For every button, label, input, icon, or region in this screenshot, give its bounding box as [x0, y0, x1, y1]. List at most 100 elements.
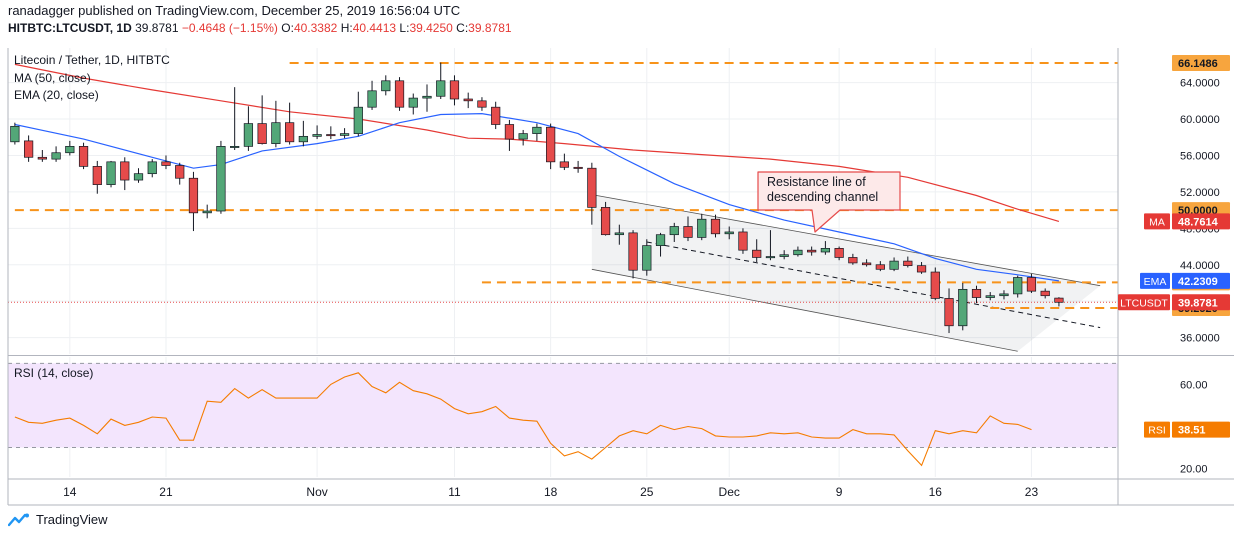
time-tick-label: 9	[836, 485, 843, 499]
candle-body	[37, 156, 47, 160]
author[interactable]: ranadagger	[8, 3, 75, 18]
price-tick-label: 36.0000	[1180, 333, 1220, 345]
rsi-tick-label: 20.00	[1180, 464, 1208, 476]
low-label: L:	[399, 21, 410, 35]
candle-body	[202, 210, 212, 214]
candle-body	[628, 232, 638, 271]
candle	[51, 146, 61, 162]
candle-body	[1013, 277, 1023, 295]
rsi-name-tag: RSI	[1148, 425, 1166, 437]
ohlc-header: HITBTC:LTCUSDT, 1D 39.8781 −0.4648 (−1.1…	[8, 21, 512, 35]
candle	[243, 106, 254, 151]
candle-body	[600, 207, 611, 236]
candle	[834, 246, 844, 261]
candle	[710, 214, 721, 238]
candle-body	[65, 146, 75, 154]
level-66-tag-value: 66.1486	[1178, 58, 1218, 70]
candle-body	[298, 135, 308, 143]
ema-name-bg	[1140, 272, 1170, 289]
publish-header: ranadagger published on TradingView.com,…	[8, 3, 460, 18]
candle	[518, 129, 528, 146]
rsi-value-tag: 38.51	[1178, 425, 1206, 437]
candle	[738, 228, 748, 254]
candle	[587, 162, 597, 225]
candle	[10, 122, 20, 145]
candle-body	[477, 100, 487, 108]
candle	[559, 153, 569, 171]
candle-body	[463, 98, 473, 102]
candle-body	[916, 265, 927, 273]
candle	[971, 285, 982, 303]
price-tick-label: 44.0000	[1180, 260, 1220, 272]
annotation-callout: Resistance line of descending channel	[757, 171, 901, 233]
candle-body	[408, 97, 418, 108]
close-value: 39.8781	[468, 21, 512, 35]
rsi-tick-label: 60.00	[1180, 379, 1208, 391]
price-change: −0.4648 (−1.15%)	[181, 21, 278, 35]
symbol: HITBTC:LTCUSDT, 1D	[8, 21, 132, 35]
candle	[326, 126, 336, 140]
rsi-value-tag-bg	[1172, 421, 1230, 438]
candle-body	[834, 248, 844, 258]
candle-body	[985, 295, 995, 298]
high-value: 40.4413	[352, 21, 397, 35]
candle	[339, 128, 350, 139]
brand[interactable]: TradingView	[8, 512, 108, 527]
candle-body	[106, 161, 116, 185]
candle	[628, 230, 638, 279]
candle	[944, 288, 954, 334]
legend-ma: MA (50, close)	[14, 71, 91, 85]
candle-body	[999, 293, 1009, 297]
rsi-band-fill	[8, 363, 1118, 448]
rsi-line	[14, 372, 1032, 467]
candle	[930, 267, 940, 301]
level-66-tag-bg	[1172, 55, 1230, 72]
ltcusdt-tag-value: 39.8781	[1178, 297, 1218, 309]
candle	[23, 135, 34, 162]
close-label: C:	[456, 21, 469, 35]
callout-box	[757, 171, 901, 233]
candle-body	[546, 126, 556, 163]
candle-body	[78, 146, 89, 167]
candle	[408, 93, 418, 115]
candle-body	[807, 249, 817, 253]
price-tags: 66.148650.000042.059939.252042.230948.76…	[1118, 55, 1230, 438]
candle-body	[573, 166, 583, 169]
candle-body	[683, 226, 693, 238]
candle	[312, 125, 322, 140]
candle	[161, 155, 171, 170]
candle-body	[147, 161, 157, 175]
candle-body	[1040, 290, 1050, 297]
candle	[642, 239, 652, 276]
candle-body	[765, 256, 776, 259]
ema-tag-bg	[1172, 272, 1230, 289]
candle-body	[1054, 297, 1064, 303]
candle-body	[710, 218, 721, 235]
candle	[120, 157, 130, 191]
candle	[861, 259, 872, 267]
candle	[106, 160, 116, 188]
candle	[422, 84, 432, 112]
candle	[1054, 297, 1064, 307]
candle	[436, 62, 446, 99]
candle-body	[422, 95, 432, 99]
candle	[958, 282, 968, 331]
candle-body	[518, 133, 528, 140]
candle-body	[1026, 277, 1037, 292]
callout-line-1: Resistance line of	[767, 175, 866, 189]
candle	[697, 213, 707, 241]
candle	[600, 201, 611, 236]
candle-body	[559, 161, 569, 168]
candle	[573, 160, 583, 173]
candle-body	[353, 106, 363, 134]
candle	[820, 241, 830, 255]
candle-body	[381, 80, 391, 92]
candle	[65, 140, 75, 156]
ema-line	[14, 112, 1059, 282]
candle-body	[971, 288, 982, 298]
candle-body	[92, 166, 102, 185]
candle-body	[738, 231, 748, 251]
candle-body	[51, 152, 61, 160]
candle-body	[752, 249, 762, 258]
